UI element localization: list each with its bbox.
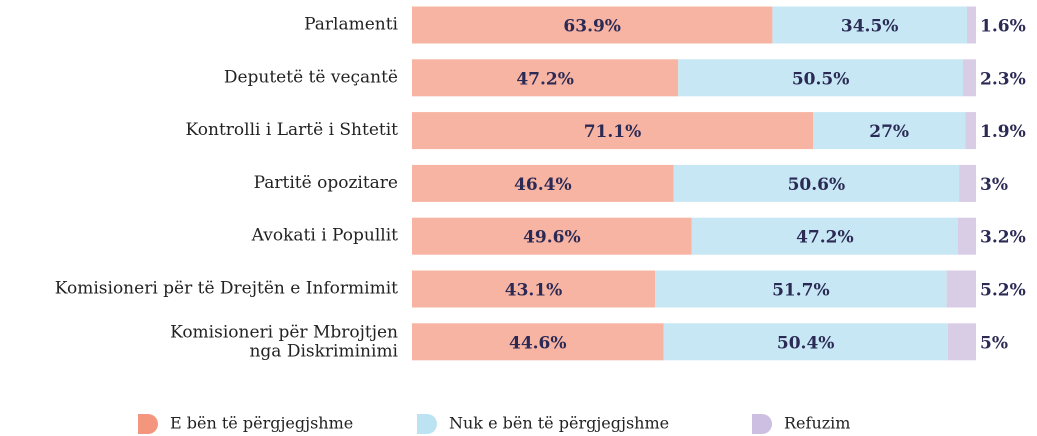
value-label: 27%	[869, 122, 909, 142]
bar-segment	[412, 6, 773, 44]
bar-segment	[673, 164, 960, 202]
bar-segment	[965, 112, 976, 150]
bar-segment	[691, 217, 958, 255]
bar-segment	[959, 164, 976, 202]
value-label: 50.5%	[792, 69, 850, 89]
bar-segment	[412, 164, 674, 202]
value-label: 47.2%	[516, 69, 574, 89]
category-label: Partitë opozitare	[254, 173, 398, 193]
value-label: 34.5%	[841, 17, 899, 37]
value-label: 47.2%	[796, 228, 854, 248]
bar-segment	[957, 217, 976, 255]
legend-label: Nuk e bën të përgjegjshme	[449, 414, 669, 433]
value-label: 63.9%	[563, 17, 621, 37]
value-label: 3%	[980, 175, 1008, 195]
bar-segment	[412, 217, 692, 255]
bar-segment	[412, 112, 814, 150]
value-label: 46.4%	[514, 175, 572, 195]
bar-segment	[678, 59, 964, 97]
bar-segment	[966, 6, 976, 44]
bar-segment	[813, 112, 966, 150]
legend-swatch	[417, 414, 437, 434]
category-label: Komisioneri për Mbrojtjen nga Diskriminim…	[170, 322, 398, 361]
value-label: 44.6%	[509, 333, 567, 353]
legend-label: Refuzim	[784, 414, 850, 433]
value-label: 51.7%	[772, 281, 830, 301]
value-label: 2.3%	[980, 69, 1026, 89]
value-label: 1.9%	[980, 122, 1026, 142]
value-label: 3.2%	[980, 228, 1026, 248]
category-label: Komisioneri për të Drejtën e Informimit	[55, 279, 398, 299]
legend-swatch	[752, 414, 772, 434]
bar-segment	[963, 59, 976, 97]
bar-segment	[772, 6, 967, 44]
value-label: 5.2%	[980, 281, 1026, 301]
bar-segment	[412, 270, 656, 308]
category-label: Kontrolli i Lartë i Shtetit	[186, 120, 399, 140]
value-label: 71.1%	[584, 122, 642, 142]
category-label: Avokati i Popullit	[251, 226, 399, 246]
category-label: Deputetë të veçantë	[224, 67, 398, 87]
legend-swatch	[138, 414, 158, 434]
category-label: Parlamenti	[304, 15, 398, 35]
bar-segment	[947, 323, 976, 361]
bar-segment	[412, 59, 679, 97]
value-label: 49.6%	[523, 228, 581, 248]
bar-segment	[412, 323, 664, 361]
value-label: 50.6%	[788, 175, 846, 195]
value-label: 1.6%	[980, 17, 1026, 37]
value-label: 5%	[980, 333, 1008, 353]
bar-segment	[655, 270, 947, 308]
value-label: 43.1%	[505, 281, 563, 301]
bar-segment	[946, 270, 976, 308]
bar-segment	[663, 323, 948, 361]
legend-label: E bën të përgjegjshme	[170, 414, 353, 433]
value-label: 50.4%	[777, 333, 835, 353]
